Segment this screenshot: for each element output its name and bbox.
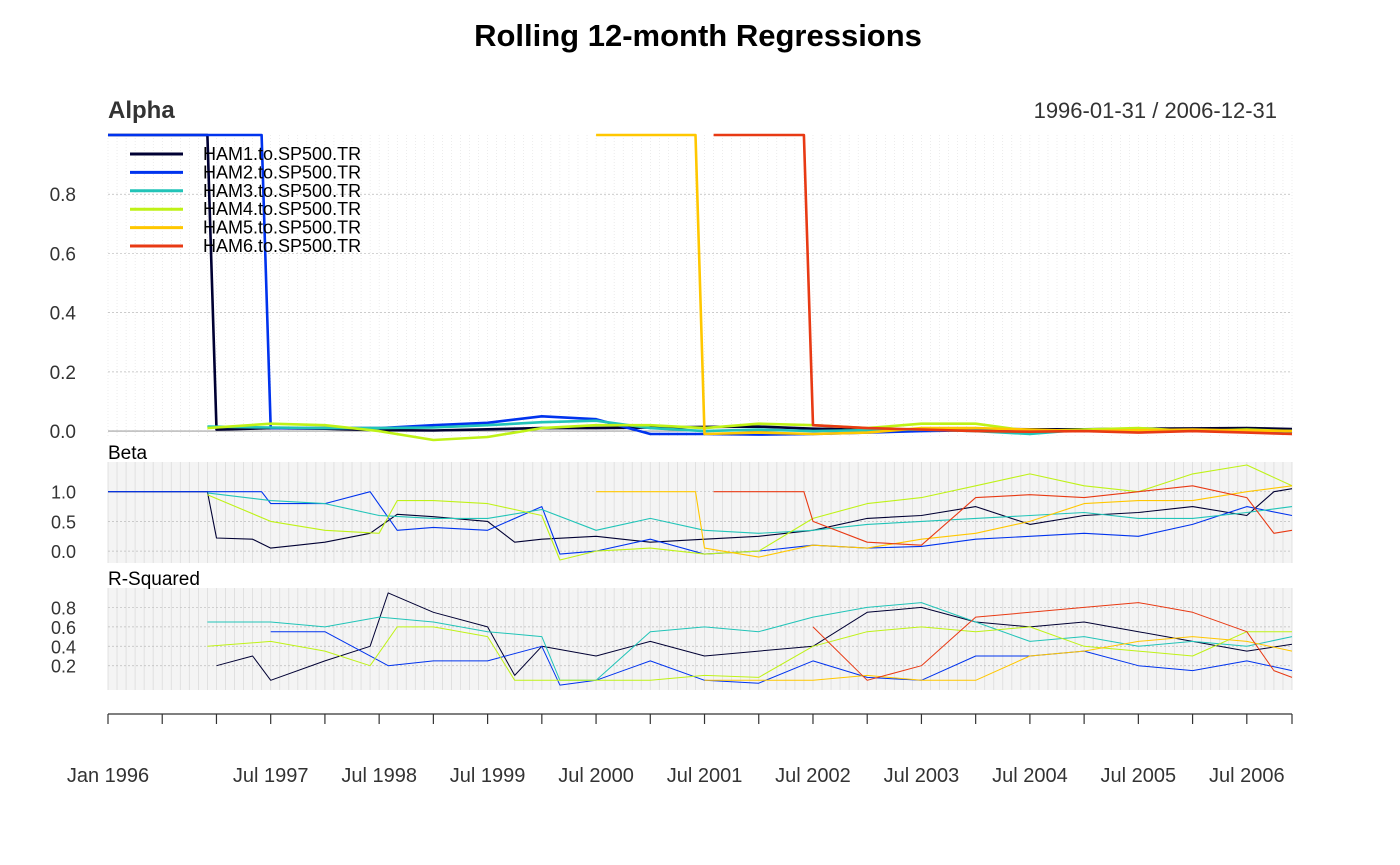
- series-line-HAM4.to.SP500.TR: [207, 422, 1293, 442]
- panel-title-r-squared: R-Squared: [108, 569, 200, 590]
- panel-1: 0.0 0.5 1.0 Beta: [51, 443, 1293, 563]
- series-line-HAM1.to.SP500.TR: [216, 592, 1293, 681]
- series-line-HAM2.to.SP500.TR: [108, 491, 1293, 555]
- x-tick-label: Jul 2002: [775, 765, 851, 787]
- y-tick-label: 0.2: [50, 363, 76, 384]
- legend-entry: HAM2.to.SP500.TR: [203, 162, 361, 182]
- x-tick-label: Jul 2000: [558, 765, 634, 787]
- series-line-HAM5.to.SP500.TR: [596, 485, 1293, 558]
- series-line-HAM3.to.SP500.TR: [207, 602, 1293, 681]
- x-tick-label: Jul 2001: [667, 765, 743, 787]
- series-line-HAM6.to.SP500.TR: [713, 133, 1293, 436]
- series-line-HAM6.to.SP500.TR: [812, 602, 1293, 681]
- series-line-HAM4.to.SP500.TR: [207, 464, 1293, 561]
- series-line-HAM5.to.SP500.TR: [596, 133, 1293, 436]
- y-tick-label: 0.6: [50, 244, 76, 265]
- y-tick-label: 0.8: [51, 598, 76, 618]
- y-tick-label: 0.0: [51, 542, 76, 562]
- x-axis: Jan 1996 Jul 1997 Jul 1998 Jul 1999 Jul 2000…: [67, 713, 1293, 787]
- panel-title-alpha: Alpha: [108, 97, 175, 124]
- legend-entry: HAM6.to.SP500.TR: [203, 236, 361, 256]
- panel-background: [108, 588, 1292, 690]
- chart-title: Rolling 12-month Regressions: [474, 18, 922, 53]
- legend: HAM1.to.SP500.TRHAM2.to.SP500.TRHAM3.to.…: [130, 144, 361, 256]
- x-tick-label: Jul 2004: [992, 765, 1068, 787]
- y-tick-label: 0.4: [50, 304, 77, 325]
- series-line-HAM3.to.SP500.TR: [207, 492, 1293, 534]
- y-tick-label: 0.6: [51, 618, 76, 638]
- panel-0: 0.0 0.2 0.4 0.6 0.8: [50, 133, 1293, 443]
- series-line-HAM5.to.SP500.TR: [704, 636, 1293, 681]
- legend-entry: HAM4.to.SP500.TR: [203, 199, 361, 219]
- panel-title-beta: Beta: [108, 443, 148, 464]
- legend-entry: HAM5.to.SP500.TR: [203, 218, 361, 238]
- x-tick-label: Jul 2003: [884, 765, 960, 787]
- series-line-HAM2.to.SP500.TR: [270, 631, 1293, 686]
- legend-entry: HAM1.to.SP500.TR: [203, 144, 361, 164]
- date-range-label: 1996-01-31 / 2006-12-31: [1034, 98, 1277, 123]
- panel-2: 0.20.40.60.8 R-Squared: [51, 569, 1293, 690]
- x-tick-label: Jan 1996: [67, 765, 149, 787]
- y-tick-label: 1.0: [51, 483, 76, 503]
- x-tick-label: Jul 1998: [341, 765, 417, 787]
- x-tick-label: Jul 1999: [450, 765, 526, 787]
- y-tick-label: 0.4: [51, 637, 76, 657]
- y-tick-label: 0.2: [51, 657, 76, 677]
- series-line-HAM6.to.SP500.TR: [713, 485, 1293, 546]
- panel-background: [108, 462, 1292, 563]
- legend-entry: HAM3.to.SP500.TR: [203, 181, 361, 201]
- y-tick-label: 0.5: [51, 512, 76, 532]
- x-tick-label: Jul 1997: [233, 765, 309, 787]
- x-tick-label: Jul 2005: [1101, 765, 1177, 787]
- y-tick-label: 0.8: [50, 185, 76, 206]
- x-tick-label: Jul 2006: [1209, 765, 1285, 787]
- series-line-HAM1.to.SP500.TR: [108, 488, 1293, 549]
- y-tick-label: 0.0: [50, 422, 76, 443]
